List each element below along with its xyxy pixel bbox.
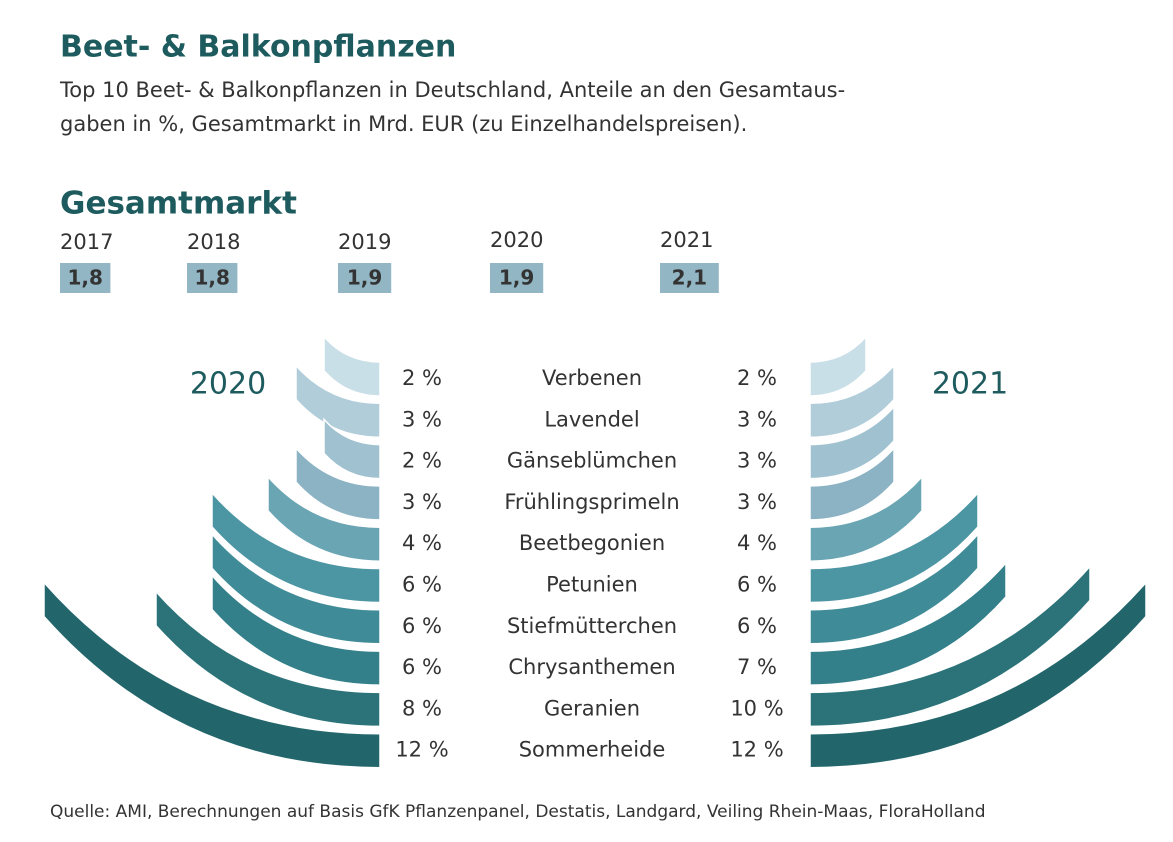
value-label: 2 % (737, 366, 777, 390)
value-label: 10 % (730, 696, 783, 720)
value-label: 2 % (402, 449, 442, 473)
category-label: Frühlingsprimeln (504, 490, 679, 514)
value-label: 3 % (737, 449, 777, 473)
share-band (809, 404, 895, 480)
category-label: Beetbegonien (519, 531, 665, 555)
market-box (60, 263, 111, 293)
value-label: 6 % (402, 573, 442, 597)
category-label: Lavendel (544, 407, 639, 431)
market-box (187, 263, 238, 293)
share-band (809, 490, 979, 604)
category-label: Sommerheide (519, 738, 666, 762)
share-band (211, 532, 381, 645)
share-band (809, 560, 1007, 686)
share-band (809, 334, 867, 397)
value-label: 2 % (402, 366, 442, 390)
series-label: 2020 (190, 367, 266, 402)
share-band (809, 446, 895, 521)
value-label: 3 % (737, 407, 777, 431)
market-box (338, 263, 392, 293)
source: Quelle: AMI, Berechnungen auf Basis GfK … (50, 802, 986, 822)
value-label: 3 % (737, 490, 777, 514)
value-label: 12 % (395, 738, 448, 762)
share-band (323, 417, 381, 480)
year-label: 2017 (60, 230, 113, 254)
value-label: 1,9 (347, 266, 382, 290)
share-band (809, 532, 979, 645)
value-label: 7 % (737, 655, 777, 679)
category-label: Chrysanthemen (508, 655, 675, 679)
value-label: 3 % (402, 407, 442, 431)
share-band (295, 446, 381, 521)
value-label: 1,8 (194, 266, 229, 290)
title: Beet- & Balkonpflanzen (60, 30, 456, 65)
year-label: 2021 (660, 228, 713, 252)
share-band (323, 334, 381, 397)
share-band (295, 363, 381, 439)
value-label: 6 % (402, 655, 442, 679)
subtitle: Top 10 Beet- & Balkonpflanzen in Deutsch… (59, 78, 845, 102)
share-band (809, 363, 895, 439)
year-label: 2020 (490, 228, 543, 252)
value-label: 6 % (737, 573, 777, 597)
share-band (211, 490, 381, 604)
value-label: 6 % (402, 614, 442, 638)
value-label: 2,1 (672, 266, 707, 290)
share-band (155, 589, 381, 728)
category-label: Gänseblümchen (507, 449, 677, 473)
value-label: 4 % (737, 531, 777, 555)
value-label: 3 % (402, 490, 442, 514)
series-label: 2021 (932, 367, 1008, 402)
section-title: Gesamtmarkt (60, 186, 297, 222)
value-label: 12 % (730, 738, 783, 762)
year-label: 2019 (338, 230, 391, 254)
category-label: Verbenen (542, 366, 642, 390)
market-box (490, 263, 544, 293)
subtitle: gaben in %, Gesamtmarkt in Mrd. EUR (zu … (60, 112, 747, 136)
share-band (267, 474, 381, 562)
value-label: 6 % (737, 614, 777, 638)
share-band (809, 474, 923, 562)
year-label: 2018 (187, 230, 240, 254)
share-band (809, 564, 1091, 728)
category-label: Geranien (544, 696, 640, 720)
category-label: Petunien (546, 573, 638, 597)
market-box (660, 263, 719, 293)
value-label: 8 % (402, 696, 442, 720)
category-label: Stiefmütterchen (507, 614, 677, 638)
share-band (809, 580, 1147, 769)
value-label: 1,8 (67, 266, 102, 290)
value-label: 1,9 (499, 266, 534, 290)
share-band (211, 573, 381, 686)
value-label: 4 % (402, 531, 442, 555)
share-band (43, 580, 381, 769)
